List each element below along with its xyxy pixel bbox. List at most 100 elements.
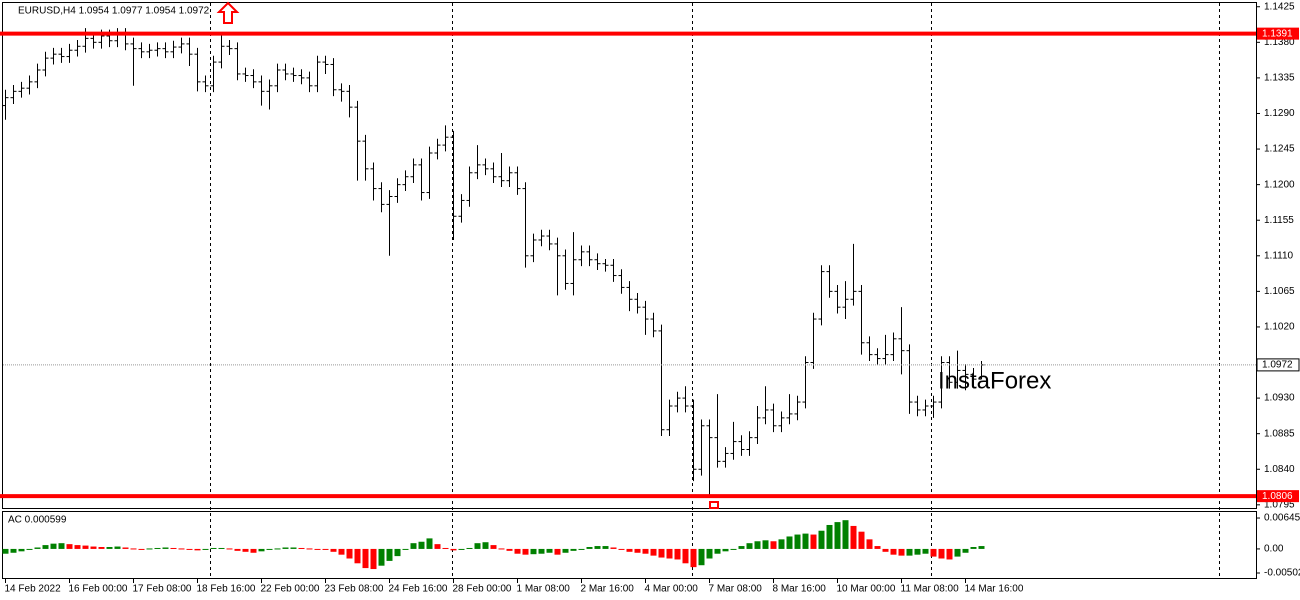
level-box — [1257, 490, 1299, 503]
ac-bar — [130, 548, 137, 550]
ac-bar — [858, 531, 865, 549]
ac-bar — [882, 548, 889, 552]
ac-bar — [434, 544, 441, 549]
x-tick-label: 16 Feb 00:00 — [69, 584, 128, 595]
ac-bar — [722, 548, 729, 552]
ac-bar — [258, 548, 265, 552]
ac-bar — [530, 548, 537, 555]
indicator-frame — [2, 511, 1257, 579]
ac-bar — [594, 546, 601, 549]
level-box — [1257, 27, 1299, 40]
x-tick-label: 7 Mar 08:00 — [709, 584, 763, 595]
ac-bar — [234, 548, 241, 551]
ac-bar — [626, 548, 633, 552]
ac-bar — [146, 548, 153, 550]
ac-bar — [386, 548, 393, 561]
ac-bar — [474, 543, 481, 549]
y-tick-label: 1.1200 — [1264, 179, 1295, 190]
ac-bar — [738, 546, 745, 549]
ac-bar — [290, 547, 297, 549]
ac-bar — [954, 548, 961, 557]
ac-bar — [754, 541, 761, 549]
ac-bar — [554, 548, 561, 555]
ac-bar — [690, 548, 697, 568]
ac-bar — [850, 525, 857, 549]
ac-bar — [66, 544, 73, 549]
ac-bar — [578, 548, 585, 550]
ac-bar — [810, 534, 817, 549]
ac-bar — [314, 548, 321, 550]
x-tick-label: 8 Mar 16:00 — [773, 584, 827, 595]
ac-bar — [178, 548, 185, 550]
ac-bar — [402, 548, 409, 550]
ac-bar — [226, 548, 233, 550]
ac-bar — [194, 548, 201, 551]
indicator-title: AC 0.000599 — [8, 515, 67, 526]
indicator-y-tick-label: 0.006452 — [1264, 513, 1300, 524]
ac-bar — [978, 546, 985, 549]
ac-bar — [538, 548, 545, 554]
ac-bar — [650, 548, 657, 556]
ac-bar — [50, 543, 57, 549]
ac-bar — [138, 548, 145, 550]
ac-bar — [274, 548, 281, 550]
ac-bar — [546, 548, 553, 553]
ac-bar — [330, 548, 337, 552]
ac-bar — [106, 547, 113, 549]
ac-bar — [562, 548, 569, 553]
ac-bar — [618, 548, 625, 550]
ac-bar — [778, 539, 785, 549]
ac-bar — [698, 548, 705, 566]
level-label: 1.1391 — [1262, 28, 1293, 39]
ac-bar — [658, 548, 665, 558]
ac-bar — [666, 548, 673, 559]
ac-bar — [570, 548, 577, 551]
ac-bar — [242, 548, 249, 552]
ac-bar — [10, 548, 17, 553]
ac-bar — [18, 548, 25, 552]
ac-bar — [458, 548, 465, 550]
x-tick-label: 18 Feb 16:00 — [197, 584, 256, 595]
ac-bar — [514, 548, 521, 554]
ac-bar — [634, 548, 641, 553]
y-tick-label: 1.0885 — [1264, 428, 1295, 439]
ac-bar — [746, 543, 753, 549]
ac-bar — [826, 524, 833, 549]
ac-bar — [586, 547, 593, 549]
ac-bar — [610, 547, 617, 549]
ac-bar — [794, 534, 801, 549]
ac-bar — [42, 545, 49, 549]
ac-bar — [714, 548, 721, 554]
x-tick-label: 10 Mar 00:00 — [837, 584, 896, 595]
y-tick-label: 1.1380 — [1264, 37, 1295, 48]
up-arrow — [216, 1, 240, 24]
ac-bar — [730, 548, 737, 550]
ac-bar — [282, 547, 289, 549]
ac-bar — [426, 538, 433, 549]
indicator-y-tick-label: 0.00 — [1264, 544, 1284, 555]
ac-bar — [914, 548, 921, 555]
ac-bar — [674, 548, 681, 560]
ac-bar — [346, 548, 353, 559]
y-tick-label: 1.0930 — [1264, 393, 1295, 404]
ac-bar — [114, 546, 121, 549]
y-tick-label: 1.1110 — [1264, 250, 1294, 261]
ac-bar — [786, 536, 793, 549]
ac-bar — [26, 548, 33, 550]
ac-bar — [970, 547, 977, 549]
ac-bar — [218, 547, 225, 549]
ac-bar — [962, 548, 969, 553]
ac-bar — [522, 548, 529, 555]
ac-bar — [642, 548, 649, 554]
x-tick-label: 2 Mar 16:00 — [581, 584, 635, 595]
ac-bar — [866, 539, 873, 549]
x-tick-label: 4 Mar 00:00 — [645, 584, 699, 595]
ac-bar — [418, 541, 425, 549]
ac-bar — [890, 548, 897, 555]
ac-bar — [82, 545, 89, 549]
x-tick-label: 14 Mar 16:00 — [965, 584, 1024, 595]
ac-bar — [90, 546, 97, 549]
ac-bar — [378, 548, 385, 566]
ac-bar — [122, 547, 129, 549]
